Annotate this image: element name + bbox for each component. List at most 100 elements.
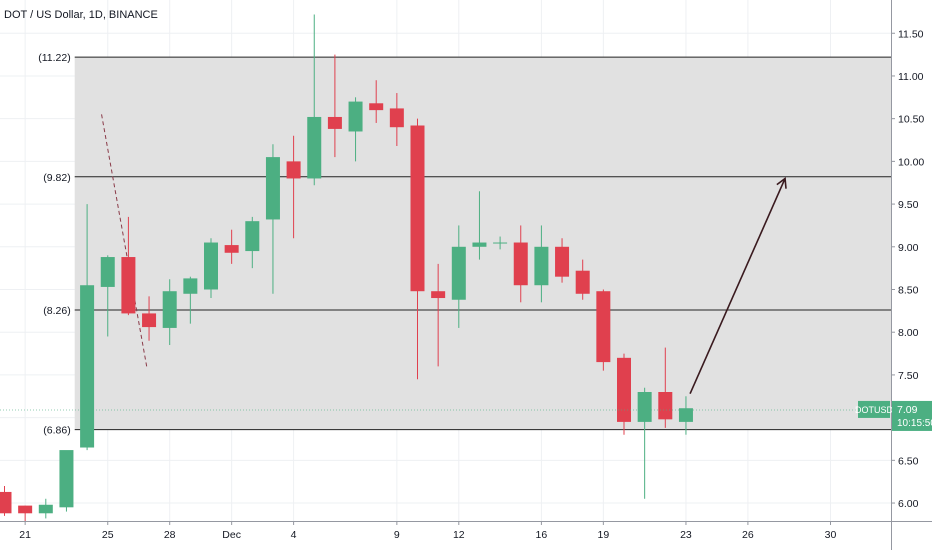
candle-body	[348, 101, 363, 132]
candle-body	[100, 257, 115, 287]
candle-down	[575, 259, 590, 300]
candle-up	[204, 238, 218, 299]
y-tick-label: 9.50	[898, 199, 919, 211]
y-tick-label: 11.50	[898, 28, 924, 40]
candle-up	[245, 216, 260, 269]
candle-down	[596, 289, 611, 371]
candle-down	[555, 238, 570, 283]
x-tick-label: 26	[742, 529, 754, 541]
candle-body	[80, 285, 95, 448]
chart-title: DOT / US Dollar, 1D, BINANCE	[4, 9, 158, 21]
candle-down	[327, 54, 342, 158]
candle-body	[142, 313, 157, 328]
candle-up	[59, 450, 74, 512]
candle-up	[38, 498, 53, 519]
last-price-tag-bg	[892, 400, 932, 431]
candle-body	[183, 278, 198, 294]
candle-body	[596, 291, 611, 363]
level-label: (6.86)	[43, 425, 70, 437]
candle-body	[637, 392, 652, 422]
candle-down	[224, 229, 239, 264]
candle-down	[121, 216, 136, 316]
candle-body	[431, 291, 446, 299]
candle-body	[121, 257, 136, 314]
x-tick-label: 23	[680, 529, 692, 541]
last-price-value: 7.09	[897, 404, 918, 416]
candle-body	[224, 245, 239, 253]
candle-body	[38, 504, 53, 514]
y-tick-label: 8.50	[898, 285, 919, 297]
candle-up	[451, 225, 466, 328]
candle-down	[142, 296, 157, 341]
y-tick-label: 7.50	[898, 370, 919, 382]
candle-body	[513, 242, 528, 286]
candle-down	[658, 347, 673, 428]
level-label: (9.82)	[43, 172, 70, 184]
candle-up	[162, 279, 177, 346]
candle-body	[327, 116, 342, 129]
candle-body	[265, 157, 280, 220]
candle-up	[307, 14, 322, 186]
candle-down	[369, 80, 384, 123]
x-tick-label: 9	[394, 529, 400, 541]
candle-down	[431, 263, 446, 367]
dashed-trend-line	[101, 114, 148, 369]
candle-body	[678, 408, 693, 422]
y-tick-label: 11.00	[898, 71, 924, 83]
candle-up	[637, 387, 652, 499]
candle-body	[307, 116, 322, 179]
candle-down	[0, 485, 12, 516]
candle-body	[534, 246, 549, 286]
y-tick-label: 10.50	[898, 114, 924, 126]
candle-body	[575, 270, 590, 294]
x-tick-label: 12	[453, 529, 465, 541]
candle-body	[555, 246, 570, 277]
candle-up	[348, 97, 363, 162]
candle-up	[265, 144, 280, 294]
candle-body	[410, 125, 425, 292]
candle-body	[162, 291, 177, 328]
candle-down	[18, 505, 33, 522]
x-tick-label: 21	[19, 529, 31, 541]
symbol-tag: DOTUSD	[855, 405, 894, 415]
x-tick-label: 4	[291, 529, 297, 541]
x-tick-label: 28	[164, 529, 176, 541]
candle-up	[493, 236, 508, 250]
x-tick-label: Dec	[222, 529, 241, 541]
projection-arrow	[689, 176, 787, 395]
candle-body	[617, 357, 631, 422]
candle-body	[245, 221, 260, 252]
y-tick-label: 8.00	[898, 327, 919, 339]
candle-body	[204, 242, 218, 290]
x-tick-label: 30	[825, 529, 837, 541]
level-label: (11.22)	[38, 52, 71, 64]
candle-up	[534, 225, 549, 303]
y-tick-label: 6.00	[898, 498, 919, 510]
candle-down	[286, 135, 301, 239]
candle-up	[472, 191, 487, 260]
candle-down	[389, 93, 404, 146]
countdown-timer: 10:15:50	[897, 418, 932, 429]
candle-body	[18, 505, 33, 514]
candle-body	[369, 103, 384, 111]
candle-body	[389, 108, 404, 128]
candle-up	[80, 204, 95, 451]
candle-body	[59, 450, 74, 508]
candle-up	[100, 255, 115, 337]
candle-body	[658, 392, 673, 420]
x-tick-label: 19	[598, 529, 610, 541]
y-tick-label: 10.00	[898, 156, 924, 168]
x-tick-label: 16	[536, 529, 548, 541]
candle-body	[286, 161, 301, 179]
candle-body	[493, 242, 508, 244]
y-tick-label: 6.50	[898, 455, 919, 467]
candle-body	[0, 491, 12, 514]
candle-down	[513, 225, 528, 303]
y-tick-label: 9.00	[898, 242, 919, 254]
candle-up	[678, 396, 693, 435]
x-tick-label: 25	[102, 529, 114, 541]
level-label: (8.26)	[43, 305, 70, 317]
symbol-tag-bg	[858, 400, 890, 418]
